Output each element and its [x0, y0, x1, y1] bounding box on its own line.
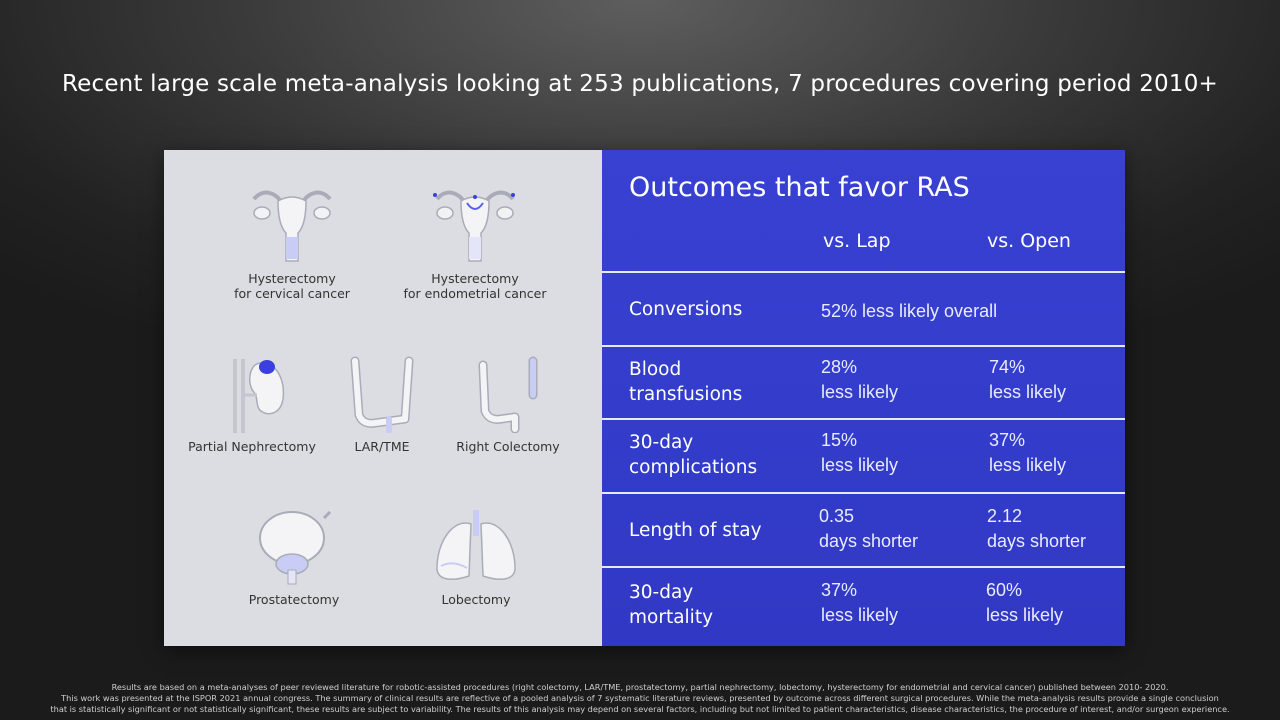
row-label-line: 30-day — [629, 432, 694, 453]
row-label: 30-day mortality — [629, 580, 713, 630]
lungs-icon — [436, 510, 516, 581]
open-value: 60% less likely — [986, 578, 1063, 628]
row-label: Conversions — [629, 299, 743, 320]
summary-card: Hysterectomy for cervical cancer Hystere… — [164, 150, 1125, 646]
procedure-label: LAR/TME — [354, 439, 410, 454]
value-caption: days shorter — [819, 531, 919, 551]
open-value: 37% less likely — [989, 428, 1066, 478]
combined-value: 52% less likely overall — [821, 301, 998, 321]
procedure-prostatectomy: Prostatectomy — [224, 508, 364, 607]
procedure-label: Lobectomy — [441, 592, 511, 607]
value-caption: less likely — [989, 382, 1067, 402]
procedure-partial-nephrectomy: Partial Nephrectomy — [182, 355, 322, 454]
row-label-line: complications — [629, 457, 758, 478]
value-caption: less likely — [989, 455, 1067, 475]
procedure-hysterectomy-endometrial: Hysterectomy for endometrial cancer — [400, 185, 550, 301]
procedure-label: Hysterectomy — [248, 271, 336, 286]
footnote-line: that is statistically significant or not… — [50, 704, 1230, 714]
row-label-line: mortality — [629, 607, 714, 628]
row-label-line: transfusions — [629, 384, 743, 405]
procedure-lar-tme: LAR/TME — [342, 355, 422, 454]
procedure-label: Right Colectomy — [456, 439, 560, 454]
procedure-right-colectomy: Right Colectomy — [448, 355, 568, 454]
procedure-label: Hysterectomy — [431, 271, 519, 286]
colon-icon — [478, 356, 538, 433]
outcome-row-conversions: Conversions 52% less likely overall — [602, 271, 1125, 345]
procedures-panel: Hysterectomy for cervical cancer Hystere… — [164, 150, 602, 646]
lap-value: 15% less likely — [821, 428, 898, 478]
value-figure: 74% — [989, 357, 1026, 377]
procedure-lobectomy: Lobectomy — [414, 508, 538, 607]
uterus-icon — [433, 190, 515, 262]
procedure-label: Prostatectomy — [248, 592, 340, 607]
outcome-row-mortality: 30-day mortality 37% less likely 60% les… — [602, 566, 1125, 646]
row-label: Length of stay — [629, 520, 762, 541]
outcome-row-complications: 30-day complications 15% less likely 37%… — [602, 418, 1125, 492]
lap-value: 0.35 days shorter — [819, 504, 918, 554]
open-value: 74% less likely — [989, 355, 1066, 405]
footnote: Results are based on a meta-analyses of … — [0, 682, 1280, 715]
procedure-sublabel: for endometrial cancer — [403, 286, 547, 301]
row-label-line: Blood — [629, 359, 682, 380]
value-caption: less likely — [821, 382, 899, 402]
value-figure: 60% — [986, 580, 1023, 600]
value-caption: days shorter — [987, 531, 1087, 551]
value-caption: less likely — [821, 455, 899, 475]
procedure-hysterectomy-cervical: Hysterectomy for cervical cancer — [222, 185, 362, 301]
value-figure: 37% — [821, 580, 858, 600]
open-value: 2.12 days shorter — [987, 504, 1086, 554]
column-header-lap: vs. Lap — [823, 230, 891, 252]
outcomes-title: Outcomes that favor RAS — [629, 172, 970, 203]
headline: Recent large scale meta-analysis looking… — [61, 71, 1219, 97]
footnote-line: This work was presented at the ISPOR 202… — [61, 693, 1219, 703]
column-header-open: vs. Open — [987, 230, 1071, 252]
uterus-icon — [252, 190, 332, 262]
lap-value: 28% less likely — [821, 355, 898, 405]
outcomes-panel: Outcomes that favor RAS vs. Lap vs. Open… — [602, 150, 1125, 646]
row-label-line: 30-day — [629, 582, 694, 603]
outcome-row-length-of-stay: Length of stay 0.35 days shorter 2.12 da… — [602, 492, 1125, 566]
value-figure: 2.12 — [987, 506, 1023, 526]
value-caption: less likely — [821, 605, 899, 625]
value-figure: 28% — [821, 357, 858, 377]
outcome-row-blood-transfusions: Blood transfusions 28% less likely 74% l… — [602, 345, 1125, 419]
procedure-label: Partial Nephrectomy — [188, 439, 316, 454]
row-label: Blood transfusions — [629, 357, 742, 407]
colon-icon — [350, 356, 414, 433]
kidney-icon — [233, 359, 285, 433]
value-figure: 0.35 — [819, 506, 855, 526]
footnote-line: Results are based on a meta-analyses of … — [111, 682, 1169, 692]
row-label: 30-day complications — [629, 430, 757, 480]
lap-value: 37% less likely — [821, 578, 898, 628]
procedure-sublabel: for cervical cancer — [234, 286, 350, 301]
value-caption: less likely — [986, 605, 1064, 625]
value-figure: 37% — [989, 430, 1026, 450]
value-figure: 15% — [821, 430, 858, 450]
prostate-icon — [259, 510, 332, 585]
